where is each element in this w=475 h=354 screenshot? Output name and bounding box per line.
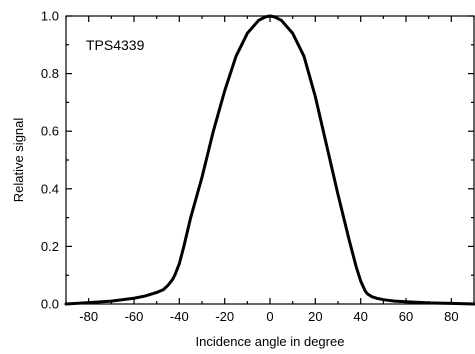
y-tick-label: 0.4 [41, 181, 59, 196]
data-curve [64, 14, 475, 306]
x-tick-label: -60 [125, 309, 144, 324]
y-tick-label: 0.6 [41, 124, 59, 139]
plot-frame [65, 15, 475, 305]
x-tick-label: -80 [79, 309, 98, 324]
y-tick-label: 0.8 [41, 66, 59, 81]
x-tick-label: 80 [444, 309, 458, 324]
y-axis-label: Relative signal [11, 118, 26, 203]
x-tick-label: 20 [308, 309, 322, 324]
x-tick-label: 0 [266, 309, 273, 324]
y-tick-label: 0.0 [41, 297, 59, 312]
x-tick-label: 60 [399, 309, 413, 324]
y-tick-label: 1.0 [41, 9, 59, 24]
ticks [65, 15, 475, 305]
tick-labels: -80 -60 -40 -20 0 20 40 60 80 0.0 0.2 0.4 0.6 0.8 1.0 [41, 9, 459, 325]
y-tick-label: 0.2 [41, 239, 59, 254]
x-tick-label: 40 [353, 309, 367, 324]
x-tick-label: -20 [215, 309, 234, 324]
x-axis-label: Incidence angle in degree [196, 334, 345, 349]
chart-annotation: TPS4339 [86, 37, 145, 53]
x-tick-label: -40 [170, 309, 189, 324]
